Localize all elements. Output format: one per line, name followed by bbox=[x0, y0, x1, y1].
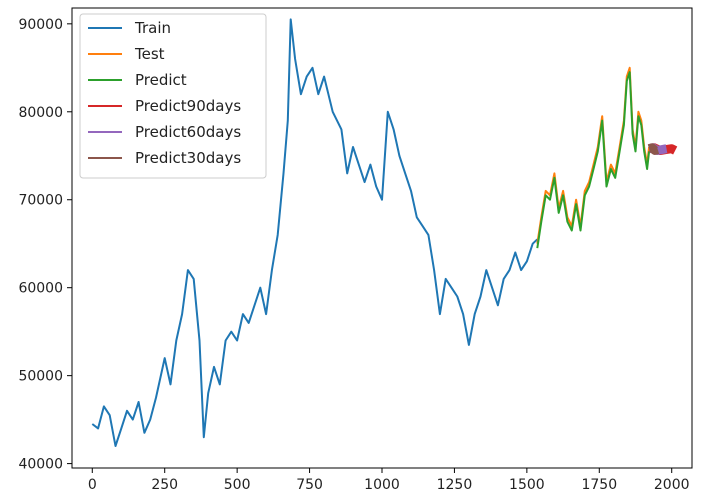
y-tick-label: 70000 bbox=[18, 193, 63, 209]
legend-label: Train bbox=[134, 19, 171, 37]
x-axis: 0 250 500 750 1000 1250 1500 1750 2000 bbox=[88, 468, 690, 493]
x-tick-label: 1250 bbox=[437, 477, 473, 493]
x-tick-label: 750 bbox=[296, 477, 323, 493]
y-axis: 40000 50000 60000 70000 80000 90000 bbox=[18, 17, 72, 473]
legend-box bbox=[79, 13, 267, 179]
y-tick-label: 90000 bbox=[18, 17, 63, 33]
y-tick-label: 40000 bbox=[18, 457, 63, 473]
x-tick-label: 0 bbox=[88, 477, 97, 493]
series-group bbox=[91, 18, 678, 447]
y-tick-label: 50000 bbox=[18, 369, 63, 385]
series-line-train bbox=[91, 18, 538, 447]
x-tick-label: 1500 bbox=[509, 477, 545, 493]
y-tick-label: 60000 bbox=[18, 281, 63, 297]
x-tick-label: 2000 bbox=[654, 477, 690, 493]
legend: Train Test Predict Predict90days Predict60da… bbox=[79, 13, 267, 179]
legend-label: Predict bbox=[135, 71, 187, 89]
legend-label: Test bbox=[134, 45, 165, 63]
x-tick-label: 1750 bbox=[581, 477, 617, 493]
x-tick-label: 500 bbox=[224, 477, 251, 493]
series-line-predict bbox=[536, 71, 651, 249]
legend-label: Predict30days bbox=[135, 149, 241, 167]
series-line-predict30days bbox=[647, 143, 660, 155]
x-tick-label: 250 bbox=[151, 477, 178, 493]
legend-label: Predict90days bbox=[135, 97, 241, 115]
x-tick-label: 1000 bbox=[364, 477, 400, 493]
y-tick-label: 80000 bbox=[18, 105, 63, 121]
legend-label: Predict60days bbox=[135, 123, 241, 141]
